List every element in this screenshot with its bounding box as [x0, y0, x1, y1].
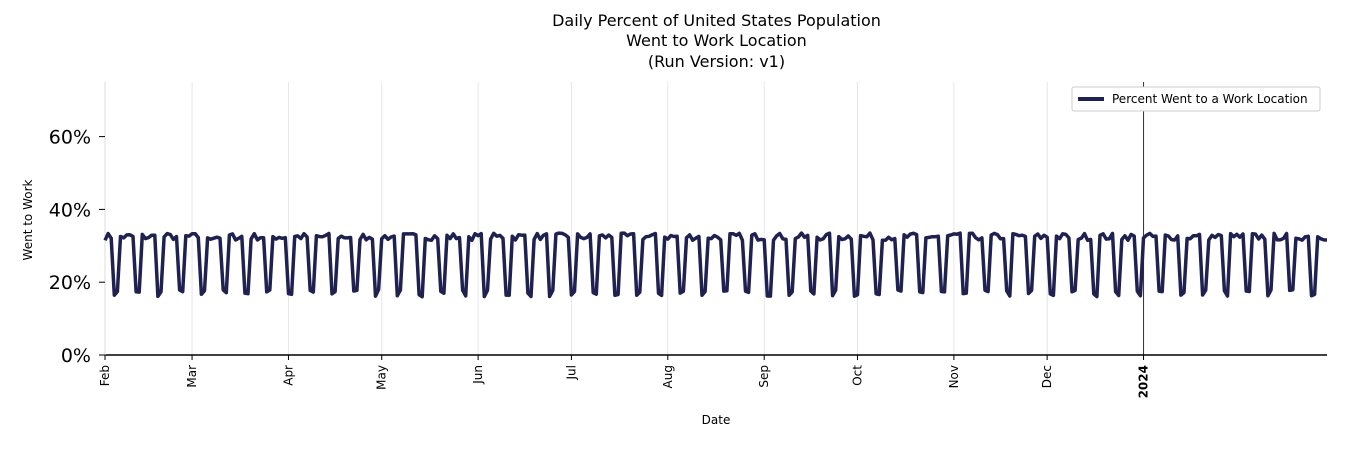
x-tick-label: May — [375, 365, 389, 390]
series-line-percent-went-to-work — [103, 231, 1328, 299]
x-tick-label: 2024 — [1137, 365, 1151, 398]
x-tick-label: Jul — [564, 365, 578, 380]
x-tick-label: Apr — [281, 365, 295, 386]
legend: Percent Went to a Work Location — [1071, 86, 1321, 112]
y-tick-label: 40% — [49, 199, 91, 221]
chart-title-line-1: Daily Percent of United States Populatio… — [552, 11, 881, 30]
chart-title-line-3: (Run Version: v1) — [647, 52, 786, 71]
y-tick-label: 60% — [49, 127, 91, 149]
x-tick-label: Aug — [661, 365, 675, 388]
y-tick-label: 20% — [49, 272, 91, 294]
x-axis-ticks: Feb Mar Apr May Jun Jul Aug Sep Oct Nov Dec 2024 — [98, 355, 1151, 398]
x-tick-label: Nov — [947, 365, 961, 388]
grid-lines — [104, 82, 1145, 355]
x-tick-label: Feb — [98, 365, 112, 386]
x-tick-label: Jun — [471, 365, 485, 385]
legend-box — [1071, 86, 1321, 112]
x-tick-label: Sep — [757, 365, 771, 388]
axes — [104, 82, 1327, 356]
legend-label: Percent Went to a Work Location — [1112, 92, 1308, 106]
x-tick-label: Oct — [850, 365, 864, 386]
y-tick-label: 0% — [61, 345, 91, 367]
y-axis-ticks: 0% 20% 40% 60% — [49, 127, 105, 367]
chart-title-line-2: Went to Work Location — [626, 31, 807, 50]
y-axis-label: Went to Work — [21, 179, 35, 260]
series-group — [103, 231, 1328, 299]
x-tick-label: Mar — [185, 365, 199, 388]
x-axis-label: Date — [702, 413, 731, 427]
x-tick-label: Dec — [1040, 365, 1054, 388]
